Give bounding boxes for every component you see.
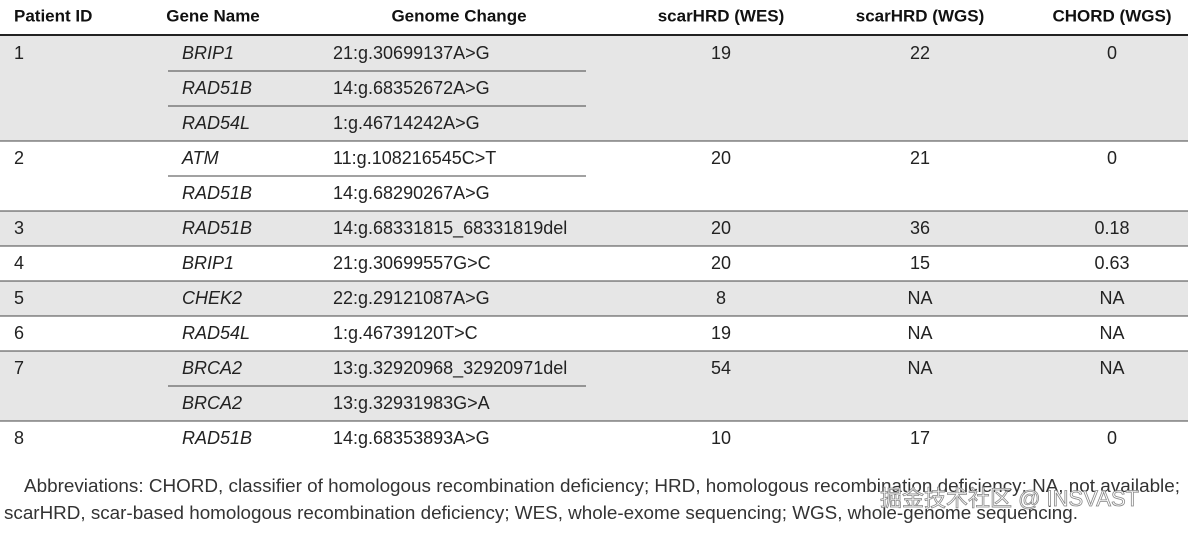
- gene-name: BRCA2: [182, 393, 242, 413]
- scarhrd-wes: 19: [711, 43, 731, 63]
- scarhrd-wes: 20: [711, 148, 731, 168]
- gene-name: RAD51B: [182, 183, 252, 203]
- scarhrd-wes: 8: [716, 288, 726, 308]
- genome-change: 11:g.108216545C>T: [333, 148, 496, 168]
- patient-id: 8: [14, 428, 24, 448]
- scarhrd-wgs: 36: [910, 218, 930, 238]
- row-shading: [0, 36, 1188, 141]
- scarhrd-wgs: 17: [910, 428, 930, 448]
- genome-change: 14:g.68331815_68331819del: [333, 218, 567, 239]
- chord-wgs: NA: [1099, 288, 1124, 308]
- scarhrd-wgs: 22: [910, 43, 930, 63]
- genome-change: 13:g.32920968_32920971del: [333, 358, 567, 379]
- column-header: Patient ID: [14, 6, 92, 25]
- scarhrd-wgs: 21: [910, 148, 930, 168]
- scarhrd-wgs: NA: [907, 358, 932, 378]
- genome-change: 21:g.30699557G>C: [333, 253, 491, 273]
- chord-wgs: 0: [1107, 428, 1117, 448]
- patient-id: 4: [14, 253, 24, 273]
- column-header: scarHRD (WGS): [856, 6, 984, 25]
- row-shading: [0, 281, 1188, 316]
- chord-wgs: 0: [1107, 43, 1117, 63]
- genome-change: 13:g.32931983G>A: [333, 393, 490, 413]
- column-header: Gene Name: [166, 6, 260, 25]
- column-header: Genome Change: [391, 6, 526, 25]
- scarhrd-wes: 54: [711, 358, 731, 378]
- column-header: CHORD (WGS): [1053, 6, 1172, 25]
- genome-change: 22:g.29121087A>G: [333, 288, 490, 308]
- patient-id: 3: [14, 218, 24, 238]
- patient-id: 6: [14, 323, 24, 343]
- chord-wgs: 0: [1107, 148, 1117, 168]
- scarhrd-wes: 19: [711, 323, 731, 343]
- patient-id: 7: [14, 358, 24, 378]
- footnote: Abbreviations: CHORD, classifier of homo…: [24, 476, 1180, 496]
- scarhrd-wes: 20: [711, 253, 731, 273]
- genome-change: 14:g.68290267A>G: [333, 183, 490, 203]
- patient-id: 5: [14, 288, 24, 308]
- column-header: scarHRD (WES): [658, 6, 785, 25]
- gene-name: BRIP1: [182, 43, 234, 63]
- chord-wgs: 0.18: [1094, 218, 1129, 238]
- gene-name: BRIP1: [182, 253, 234, 273]
- watermark: 掘金技术社区 @ INSVAST: [880, 486, 1139, 511]
- gene-name: BRCA2: [182, 358, 242, 378]
- gene-name: RAD54L: [182, 323, 250, 343]
- scarhrd-wgs: 15: [910, 253, 930, 273]
- footnote: scarHRD, scar-based homologous recombina…: [4, 503, 1078, 523]
- genome-change: 21:g.30699137A>G: [333, 43, 490, 63]
- genome-change: 1:g.46739120T>C: [333, 323, 478, 343]
- gene-name: RAD51B: [182, 428, 252, 448]
- genome-change: 14:g.68352672A>G: [333, 78, 490, 98]
- scarhrd-wes: 10: [711, 428, 731, 448]
- genome-change: 1:g.46714242A>G: [333, 113, 480, 133]
- chord-wgs: 0.63: [1094, 253, 1129, 273]
- row-shading: [0, 211, 1188, 246]
- gene-name: CHEK2: [182, 288, 242, 308]
- chord-wgs: NA: [1099, 323, 1124, 343]
- gene-name: RAD51B: [182, 78, 252, 98]
- gene-name: RAD51B: [182, 218, 252, 238]
- scarhrd-wes: 20: [711, 218, 731, 238]
- scarhrd-wgs: NA: [907, 288, 932, 308]
- patient-id: 1: [14, 43, 24, 63]
- genome-change: 14:g.68353893A>G: [333, 428, 490, 448]
- gene-name: RAD54L: [182, 113, 250, 133]
- patient-id: 2: [14, 148, 24, 168]
- chord-wgs: NA: [1099, 358, 1124, 378]
- gene-name: ATM: [181, 148, 219, 168]
- scarhrd-wgs: NA: [907, 323, 932, 343]
